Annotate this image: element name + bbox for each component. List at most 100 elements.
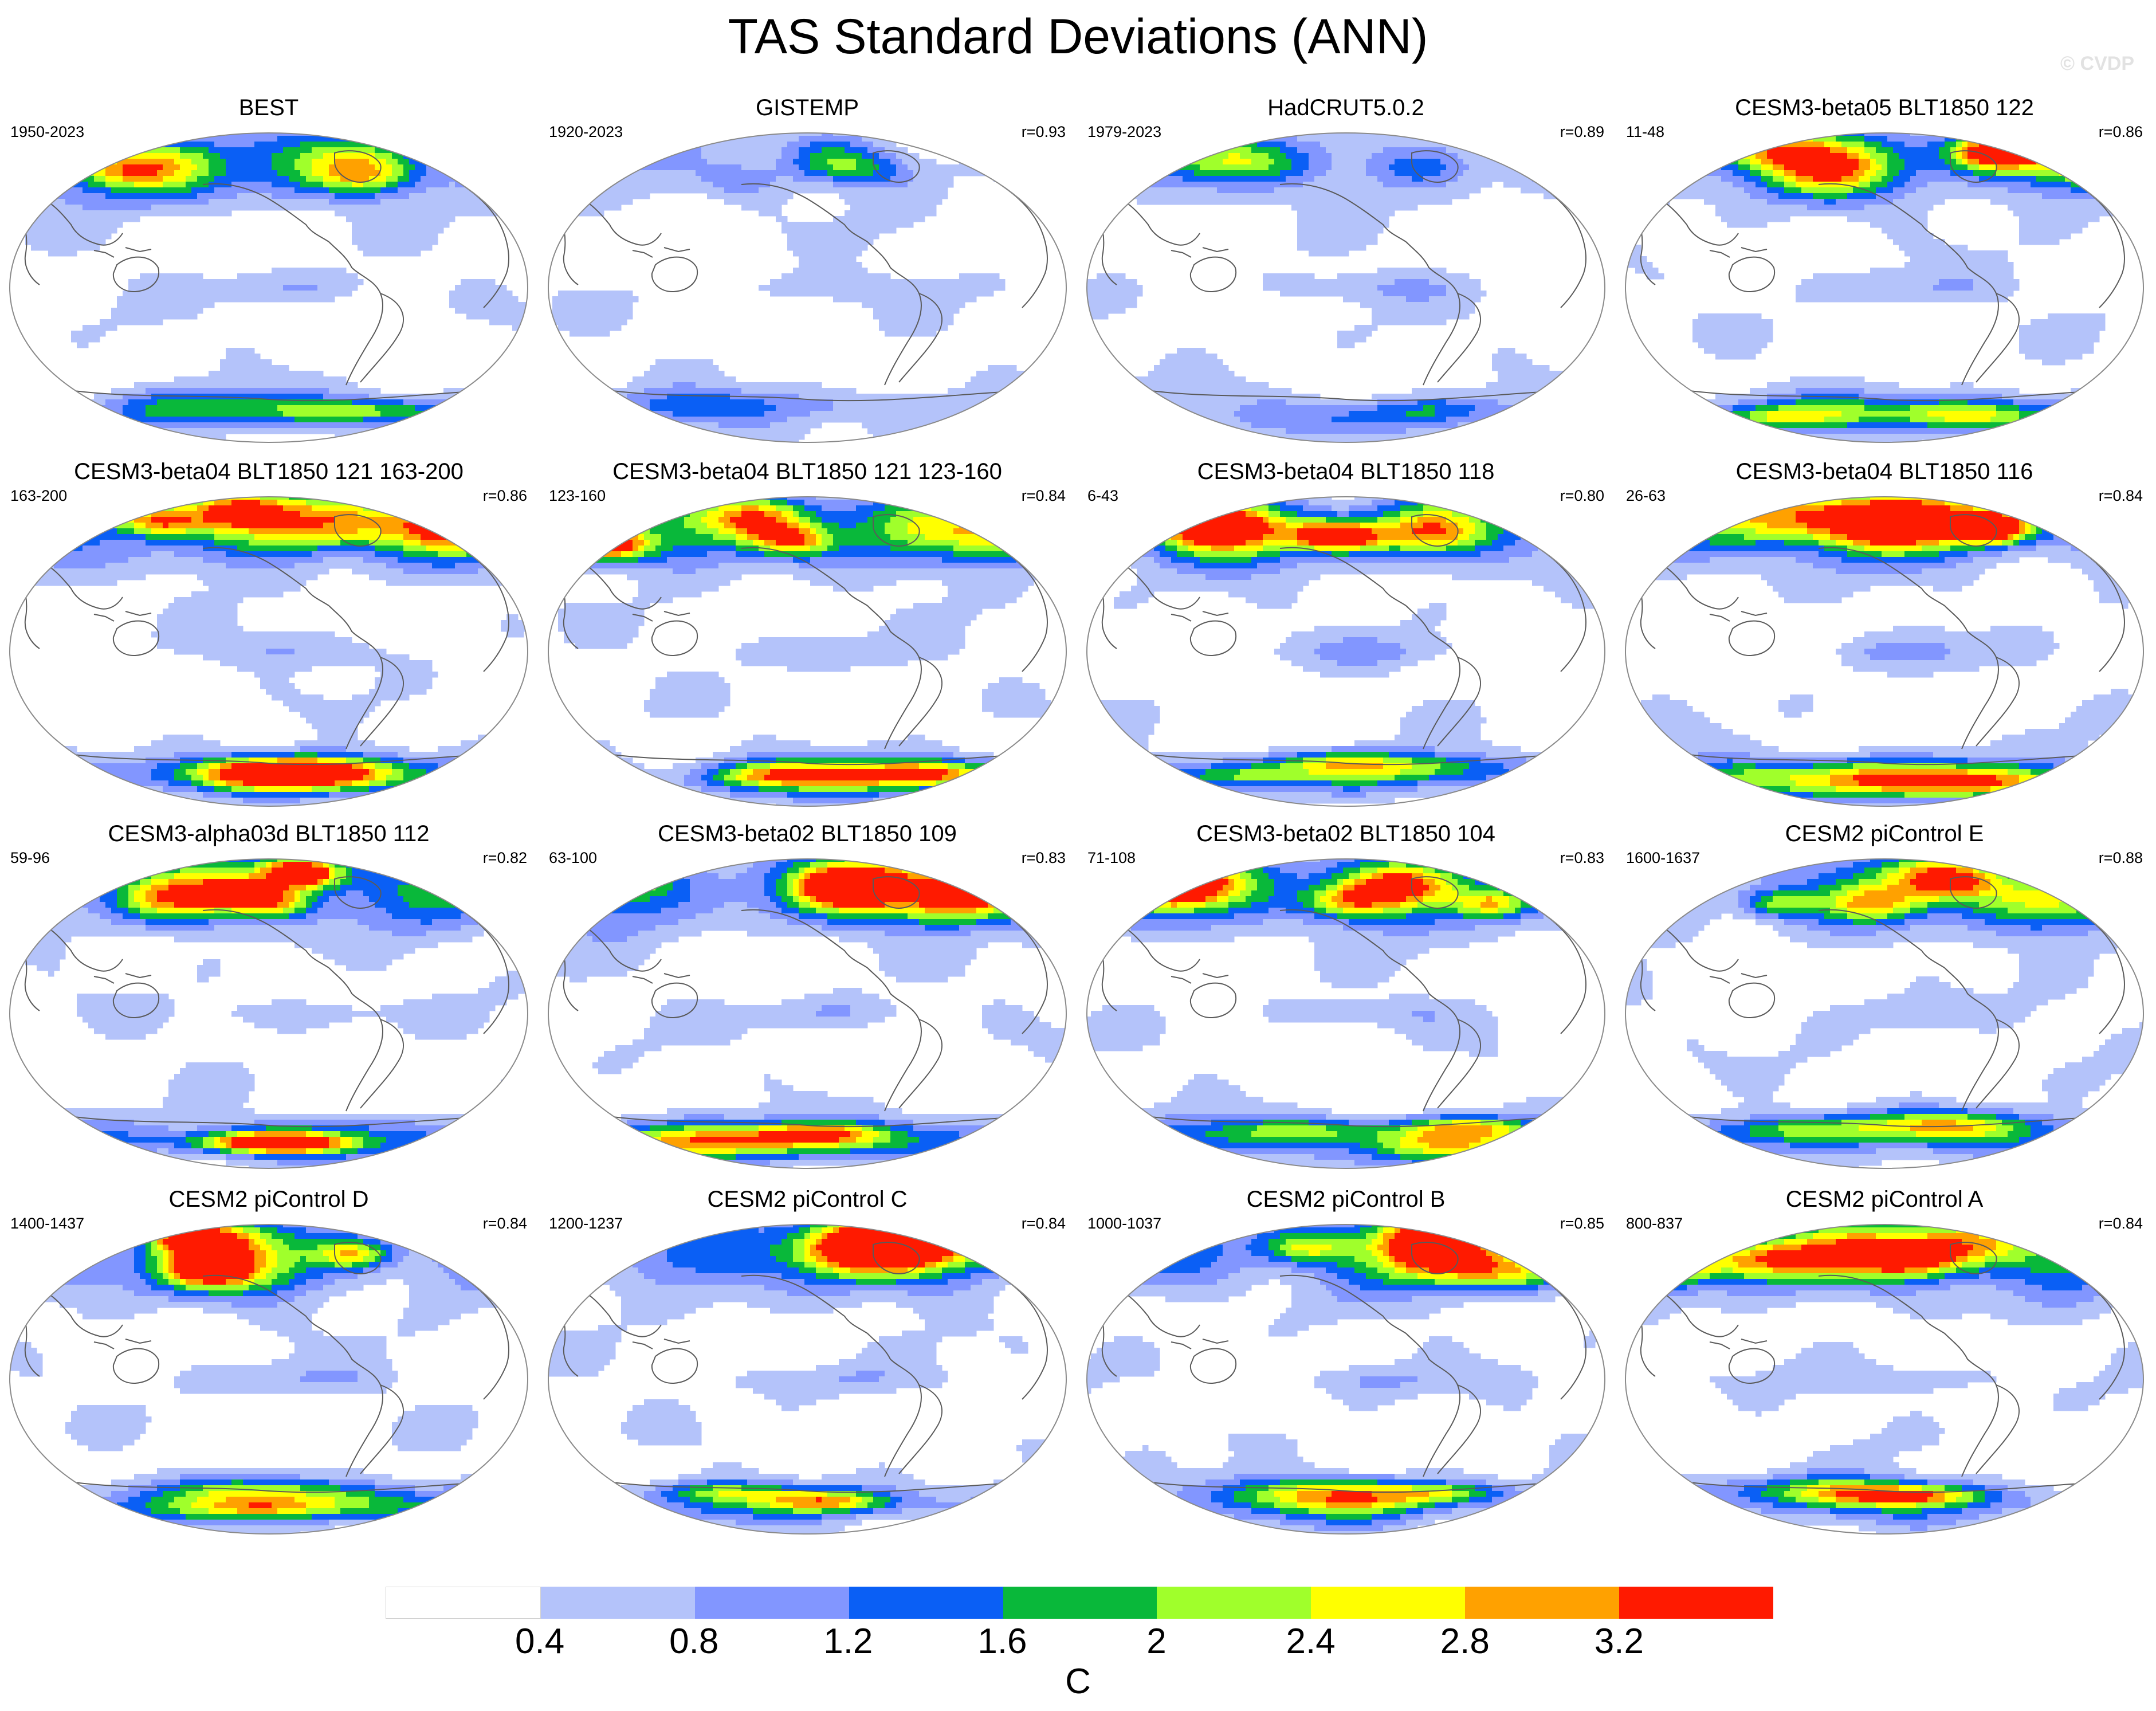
colorbar-swatch [849,1587,1003,1619]
panel-title: CESM3-beta04 BLT1850 118 [1077,458,1615,485]
panel-year-range: 123-160 [549,487,606,505]
panel-map [1624,1222,2145,1537]
panel-map [8,130,529,445]
colorbar-tick-labels: 0.4 0.8 1.2 1.6 2 2.4 2.8 3.2 [386,1622,1773,1662]
panel-title: CESM2 piControl E [1616,821,2153,847]
panel-year-range: 1200-1237 [549,1215,623,1233]
map-panel: CESM2 piControl C 1200-1237 r=0.84 [539,1186,1076,1541]
panel-year-range: 26-63 [1626,487,1666,505]
coastlines [556,876,1048,1128]
map-panel: CESM3-beta04 BLT1850 121 163-200 163-200 r… [0,458,537,814]
panel-title: CESM3-beta04 BLT1850 121 163-200 [0,458,537,485]
map-outline [1086,496,1605,807]
map-outline [548,1224,1067,1535]
panel-map [547,130,1068,445]
map-svg [9,1224,528,1535]
panel-title: CESM3-beta05 BLT1850 122 [1616,95,2153,121]
map-svg [548,1224,1067,1535]
map-svg [548,858,1067,1169]
colorbar-tick: 1.6 [977,1622,1027,1662]
panel-title: BEST [0,95,537,121]
panel-year-range: 6-43 [1087,487,1118,505]
colorbar-swatch [540,1587,695,1619]
colorbar-units-label: C [0,1662,2156,1702]
panel-pattern-correlation: r=0.83 [1022,849,1066,867]
panel-title: HadCRUT5.0.2 [1077,95,1615,121]
map-outline [1086,858,1605,1169]
map-panel: CESM3-beta04 BLT1850 118 6-43 r=0.80 [1077,458,1615,814]
map-outline [9,1224,528,1535]
panel-pattern-correlation: r=0.88 [2099,849,2143,867]
panel-title: CESM3-beta04 BLT1850 116 [1616,458,2153,485]
colorbar-tick: 2 [1146,1622,1166,1662]
panel-pattern-correlation: r=0.85 [1560,1215,1604,1233]
panel-year-range: 1000-1037 [1087,1215,1161,1233]
panel-map [8,1222,529,1537]
panel-pattern-correlation: r=0.80 [1560,487,1604,505]
panel-pattern-correlation: r=0.84 [2099,487,2143,505]
map-svg [9,858,528,1169]
colorbar-tick: 2.8 [1440,1622,1490,1662]
panel-year-range: 800-837 [1626,1215,1683,1233]
map-panel: HadCRUT5.0.2 1979-2023 r=0.89 [1077,95,1615,450]
map-panel: CESM3-beta04 BLT1850 121 123-160 123-160 r… [539,458,1076,814]
map-outline [9,858,528,1169]
map-svg [9,496,528,807]
map-outline [548,858,1067,1169]
map-panel: CESM3-alpha03d BLT1850 112 59-96 r=0.82 [0,821,537,1176]
colorbar-tick: 3.2 [1595,1622,1644,1662]
colorbar-swatch [1465,1587,1620,1619]
panel-map [1085,1222,1607,1537]
panel-year-range: 1950-2023 [10,123,84,141]
map-outline [9,496,528,807]
map-panel: CESM3-beta02 BLT1850 109 63-100 r=0.83 [539,821,1076,1176]
copyright-watermark: © CVDP [2060,53,2134,75]
colorbar-swatch [1311,1587,1466,1619]
panel-map [1624,130,2145,445]
map-outline [548,132,1067,443]
coastlines [1633,514,2125,766]
panel-pattern-correlation: r=0.84 [1022,1215,1066,1233]
panel-pattern-correlation: r=0.83 [1560,849,1604,867]
panel-year-range: 11-48 [1626,123,1664,141]
panel-title: CESM3-alpha03d BLT1850 112 [0,821,537,847]
panel-pattern-correlation: r=0.82 [483,849,527,867]
panel-map [1624,856,2145,1171]
colorbar-tick: 0.8 [669,1622,718,1662]
panel-year-range: 63-100 [549,849,597,867]
colorbar-tick: 0.4 [515,1622,564,1662]
panel-map [1085,130,1607,445]
panel-map [547,1222,1068,1537]
colorbar-swatch [1003,1587,1157,1619]
map-svg [1086,858,1605,1169]
map-outline [548,496,1067,807]
panel-title: CESM2 piControl D [0,1186,537,1212]
map-svg [1086,132,1605,443]
map-svg [1625,1224,2144,1535]
panel-pattern-correlation: r=0.86 [483,487,527,505]
panel-map [547,856,1068,1171]
panel-map [1085,856,1607,1171]
map-svg [548,132,1067,443]
panel-title: CESM3-beta02 BLT1850 104 [1077,821,1615,847]
map-panel: CESM3-beta05 BLT1850 122 11-48 r=0.86 [1616,95,2153,450]
map-svg [1625,858,2144,1169]
coastlines [1095,1242,1586,1493]
panel-map [1085,494,1607,809]
coastlines [1633,876,2125,1128]
map-panel: CESM2 piControl E 1600-1637 r=0.88 [1616,821,2153,1176]
panel-map [8,856,529,1171]
panel-year-range: 1400-1437 [10,1215,84,1233]
panel-map [547,494,1068,809]
panel-year-range: 59-96 [10,849,50,867]
map-outline [1625,132,2144,443]
map-svg [1086,1224,1605,1535]
panel-title: CESM2 piControl A [1616,1186,2153,1212]
map-svg [1086,496,1605,807]
panel-map [1624,494,2145,809]
std-dev-field [552,133,1066,442]
panel-pattern-correlation: r=0.86 [2099,123,2143,141]
map-outline [1625,496,2144,807]
panel-title: CESM2 piControl C [539,1186,1076,1212]
map-panel: CESM3-beta02 BLT1850 104 71-108 r=0.83 [1077,821,1615,1176]
